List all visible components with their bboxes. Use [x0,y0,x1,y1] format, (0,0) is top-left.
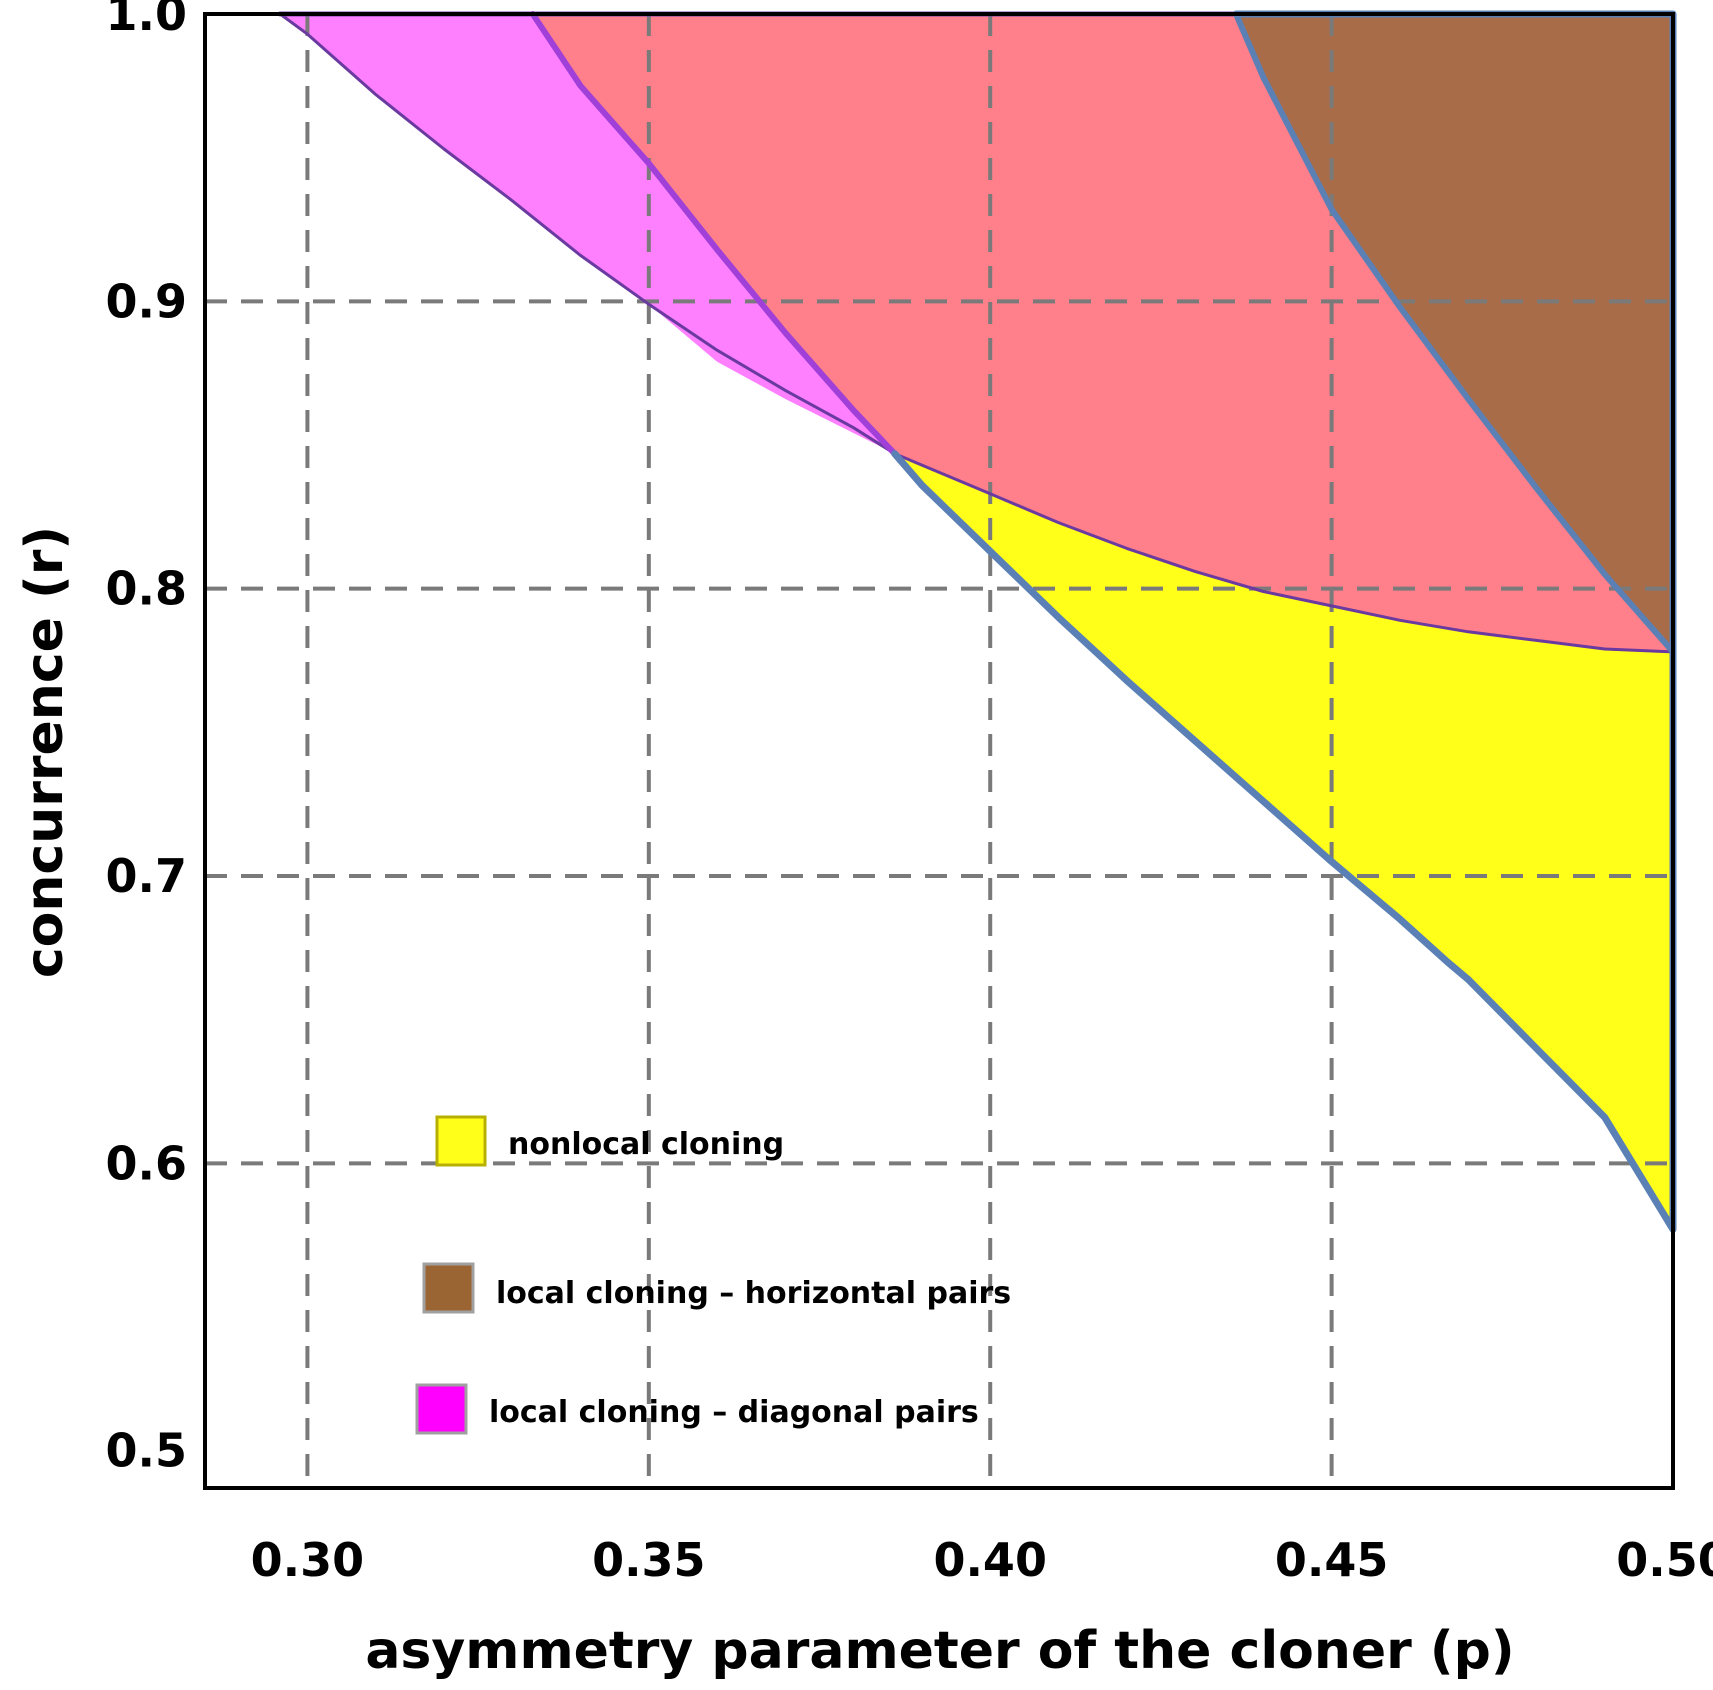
x-tick-label: 0.30 [251,1533,365,1587]
y-tick-label: 0.8 [106,562,188,616]
x-tick-label: 0.35 [592,1533,706,1587]
curve-nonlocal-boundary [891,10,1677,1233]
legend-item-diagonal: local cloning – diagonal pairs [415,1383,979,1435]
y-axis-label: concurrence (r) [15,526,75,978]
legend-swatch-horizontal [422,1262,475,1314]
regions-layer [280,14,1674,1230]
legend-swatch-nonlocal [435,1115,487,1167]
region-local-cloning-horizontal-pairs [1236,14,1673,652]
curve-diagonal-lower-boundary [278,12,1675,654]
y-tick-label: 0.5 [106,1424,188,1478]
region-local-cloning-diagonal-pairs [280,14,895,454]
y-tick-label: 0.9 [106,274,188,328]
y-tick-label: 1.0 [106,0,188,41]
x-tick-label: 0.45 [1275,1533,1389,1587]
plot-frame [203,12,1675,1490]
legend-label-nonlocal: nonlocal cloning [508,1127,784,1162]
legend-label-horizontal: local cloning – horizontal pairs [496,1276,1011,1311]
y-ticks: 0.5 0.6 0.7 0.8 0.9 1.0 [106,0,188,1478]
legend-swatch-diagonal [415,1383,468,1435]
curve-diagonal-right-boundary [529,11,898,457]
legend-item-horizontal: local cloning – horizontal pairs [422,1262,1011,1314]
legend-item-nonlocal: nonlocal cloning [435,1115,784,1167]
y-tick-label: 0.6 [106,1136,188,1190]
x-tick-label: 0.50 [1616,1533,1713,1587]
x-tick-label: 0.40 [933,1533,1047,1587]
x-axis-label: asymmetry parameter of the cloner (p) [365,1621,1514,1681]
legend: nonlocal cloning local cloning – horizon… [415,1115,1011,1435]
x-ticks: 0.30 0.35 0.40 0.45 0.50 [251,1533,1713,1587]
curve-horizontal-boundary [1233,11,1676,655]
grid-layer [205,14,1673,1488]
y-tick-label: 0.7 [106,849,188,903]
legend-label-diagonal: local cloning – diagonal pairs [489,1395,979,1430]
